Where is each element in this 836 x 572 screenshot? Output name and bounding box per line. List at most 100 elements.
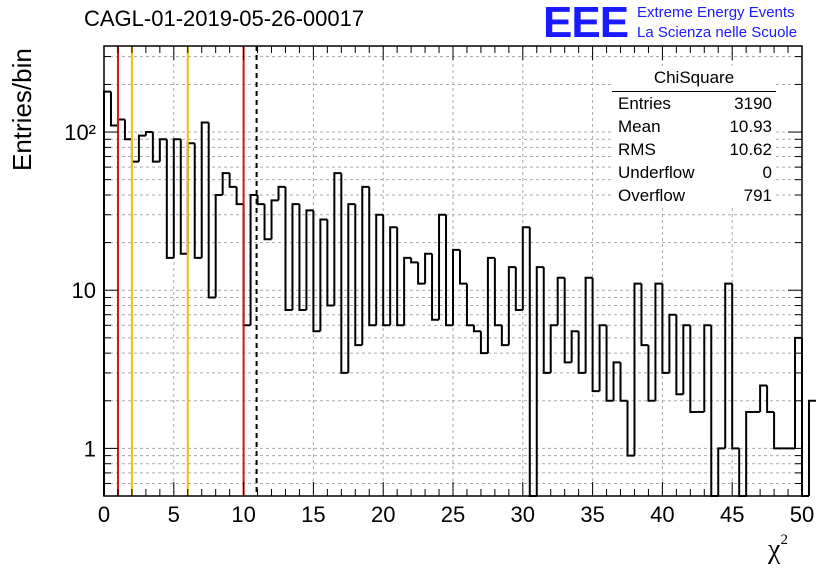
histogram-bin	[612, 361, 621, 401]
histogram-bin	[263, 204, 272, 241]
stats-value: 791	[743, 186, 772, 205]
histogram-bin	[633, 282, 642, 456]
stats-value: 10.93	[729, 117, 772, 136]
logo-text-line2: La Scienza nelle Scuole	[637, 24, 798, 41]
x-tick-label: 5	[168, 502, 180, 527]
x-axis-label: χ2	[768, 531, 788, 566]
histogram-bin	[458, 249, 467, 285]
histogram-bin	[200, 121, 209, 258]
axis-ticks: 0 5 10 15 20 25 30 35 40 45 50 1 10 10²	[64, 46, 814, 527]
histogram-bin	[640, 283, 649, 347]
histogram-bin	[228, 173, 237, 188]
histogram-bin	[801, 337, 809, 497]
histogram-bin	[731, 283, 740, 450]
logo-text-line1: Extreme Energy Events	[637, 4, 795, 21]
stats-row: RMS 10.62	[612, 138, 776, 161]
histogram-bin	[151, 132, 160, 163]
x-axis-label-symbol: χ	[768, 534, 781, 565]
histogram-bin	[647, 345, 656, 402]
histogram-bin	[396, 227, 405, 327]
histogram-bin	[256, 194, 265, 206]
y-tick-label: 1	[84, 436, 96, 461]
histogram-bin	[305, 209, 314, 310]
histogram-bin	[361, 185, 370, 346]
histogram-bin	[619, 362, 628, 402]
reference-lines	[116, 46, 258, 496]
histogram-bin	[452, 248, 460, 326]
histogram-bin	[214, 193, 223, 298]
x-tick-label: 40	[650, 502, 674, 527]
stats-label: Mean	[618, 117, 661, 136]
histogram-bin	[165, 139, 174, 259]
stats-row: Mean 10.93	[612, 115, 776, 138]
x-tick-label: 50	[790, 502, 814, 527]
histogram-bin	[668, 313, 677, 373]
histogram-bin	[689, 325, 698, 413]
histogram-bin	[521, 226, 530, 310]
y-tick-label: 10²	[64, 120, 96, 145]
histogram-bin	[577, 331, 586, 374]
histogram-bin	[493, 257, 502, 327]
histogram-bin	[556, 276, 565, 326]
x-tick-label: 20	[371, 502, 395, 527]
x-tick-label: 25	[441, 502, 465, 527]
stats-value: 0	[762, 163, 772, 182]
histogram-bin	[103, 90, 111, 496]
histogram-bin	[500, 325, 509, 347]
histogram-bin	[626, 400, 635, 457]
histogram-bin	[116, 118, 125, 126]
histogram-bin	[403, 256, 412, 326]
histogram-bin	[123, 119, 132, 141]
histogram-bin	[438, 213, 447, 320]
histogram-bin	[291, 203, 300, 310]
x-axis-label-exponent: 2	[780, 531, 788, 548]
histogram-bin	[410, 257, 419, 264]
y-tick-label: 10	[72, 278, 96, 303]
stats-label: Entries	[618, 94, 671, 113]
histogram-bin	[766, 385, 775, 413]
histogram-bin	[298, 204, 307, 311]
histogram-bin	[591, 277, 600, 393]
stats-value: 10.62	[729, 140, 772, 159]
histogram-bin	[382, 214, 391, 327]
stats-row: Entries 3190	[612, 92, 776, 115]
stats-row: Overflow 791	[612, 184, 776, 207]
histogram-bin	[759, 384, 768, 412]
histogram-bin	[773, 411, 782, 450]
histogram-bin	[242, 204, 251, 327]
stats-label: Overflow	[618, 186, 686, 205]
histogram-bin	[179, 139, 188, 255]
histogram-bin	[661, 283, 670, 374]
histogram-bin	[235, 186, 244, 206]
histogram-bin	[312, 210, 321, 333]
histogram-bin	[807, 399, 816, 496]
histogram-bin	[277, 185, 286, 201]
x-tick-label: 30	[511, 502, 535, 527]
histogram-bin	[431, 253, 440, 321]
histogram-bin	[717, 447, 726, 496]
histogram-bin	[570, 330, 579, 363]
histogram-bin	[675, 314, 684, 396]
x-tick-label: 45	[720, 502, 744, 527]
histogram-bin	[682, 324, 691, 395]
histogram-bin	[354, 204, 363, 347]
histogram-bin	[326, 219, 335, 307]
stats-label: RMS	[618, 140, 656, 159]
histogram-bin	[724, 282, 733, 449]
histogram-bin	[221, 172, 230, 195]
histogram-bin	[563, 277, 572, 364]
histogram-bin	[486, 256, 495, 354]
histogram-bin	[137, 134, 146, 162]
histogram-bin	[158, 138, 167, 162]
stats-box: ChiSquare Entries 3190 Mean 10.93 RMS 10.62…	[612, 66, 776, 207]
histogram-bin	[375, 213, 384, 326]
stats-title: ChiSquare	[612, 66, 776, 92]
histogram-bin	[130, 139, 139, 163]
histogram-bin	[144, 131, 153, 136]
histogram-bin	[507, 266, 516, 346]
histogram-bin	[542, 267, 551, 374]
histogram-bin	[584, 276, 593, 373]
histogram-bin	[445, 214, 453, 327]
histogram-bin	[186, 142, 195, 254]
histogram-bin	[703, 324, 712, 412]
